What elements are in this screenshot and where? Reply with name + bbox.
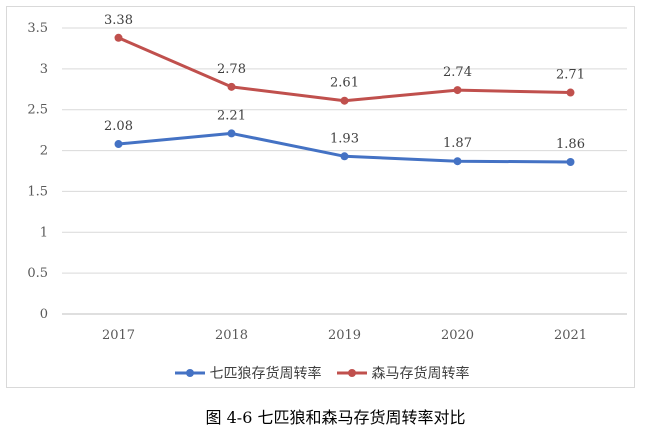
data-point <box>227 129 236 138</box>
data-label: 1.87 <box>443 136 472 151</box>
data-label: 3.38 <box>104 13 133 28</box>
data-point <box>340 96 349 105</box>
legend-label: 七匹狼存货周转率 <box>209 366 322 382</box>
data-label: 2.71 <box>556 68 585 83</box>
data-label: 2.08 <box>104 119 133 134</box>
data-point <box>340 152 349 161</box>
x-tick-label: 2018 <box>215 328 248 343</box>
y-tick-label: 3 <box>40 62 48 77</box>
data-point <box>114 33 123 42</box>
figure-caption: 图 4-6 七匹狼和森马存货周转率对比 <box>205 408 466 427</box>
data-label: 2.78 <box>217 62 246 77</box>
x-tick-label: 2017 <box>102 328 135 343</box>
x-tick-label: 2020 <box>441 328 474 343</box>
data-label: 1.86 <box>556 137 585 152</box>
legend-label: 森马存货周转率 <box>371 366 470 382</box>
data-label: 2.61 <box>330 76 359 91</box>
data-label: 1.93 <box>330 131 359 146</box>
data-label: 2.74 <box>443 65 472 80</box>
data-label: 2.21 <box>217 108 246 123</box>
data-point <box>566 88 575 97</box>
y-tick-label: 0 <box>40 307 48 322</box>
y-tick-label: 0.5 <box>27 266 48 281</box>
legend-item: 森马存货周转率 <box>336 363 470 383</box>
legend-item: 七匹狼存货周转率 <box>174 363 322 383</box>
y-tick-label: 1.5 <box>27 184 48 199</box>
y-tick-label: 3.5 <box>27 21 48 36</box>
data-point <box>114 140 123 149</box>
y-tick-label: 1 <box>40 225 48 240</box>
chart-legend: 七匹狼存货周转率 森马存货周转率 <box>7 362 636 384</box>
chart-frame: 0 0.5 1 1.5 2 2.5 3 3.5 2017 2018 2019 2020 2021 2.08… <box>6 6 635 388</box>
data-point <box>566 158 575 167</box>
legend-marker <box>347 369 356 377</box>
x-tick-label: 2019 <box>328 328 361 343</box>
data-point <box>453 157 462 166</box>
legend-marker <box>185 369 194 377</box>
data-point <box>227 82 236 91</box>
legend-swatch <box>174 369 205 377</box>
line-chart: 0 0.5 1 1.5 2 2.5 3 3.5 2017 2018 2019 2020 2021 2.08… <box>27 13 627 343</box>
y-tick-label: 2.5 <box>27 103 48 118</box>
data-point <box>453 86 462 95</box>
y-tick-label: 2 <box>40 144 48 159</box>
legend-swatch <box>336 369 367 377</box>
x-tick-label: 2021 <box>554 328 587 343</box>
